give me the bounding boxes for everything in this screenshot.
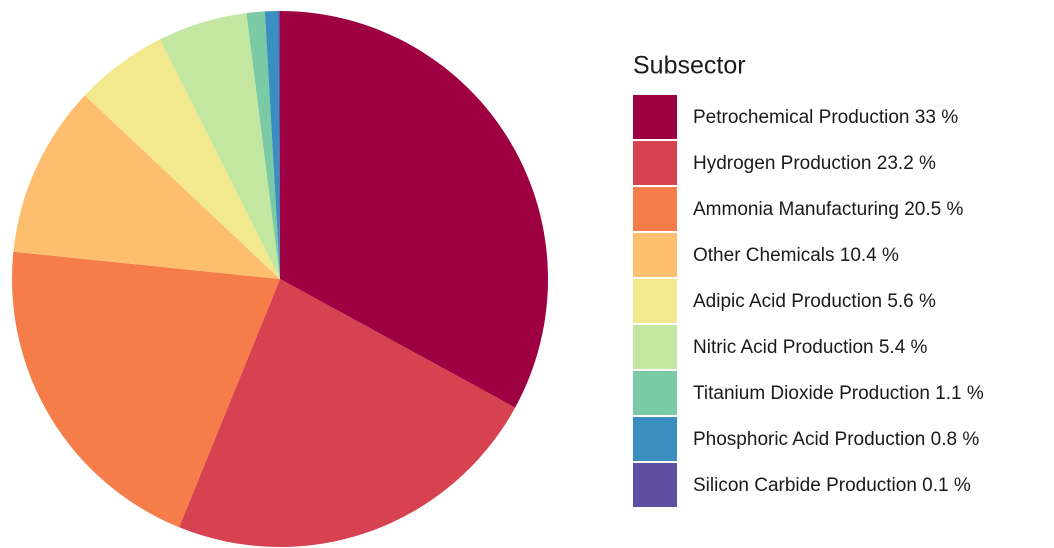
legend-label: Other Chemicals 10.4 % <box>693 245 899 266</box>
pie-slice <box>278 11 280 279</box>
pie-slice <box>246 11 280 280</box>
pie-slice <box>11 251 280 528</box>
legend-swatch <box>633 463 677 507</box>
pie-slice <box>179 279 516 547</box>
legend-label: Silicon Carbide Production 0.1 % <box>693 475 971 496</box>
legend-swatch <box>633 233 677 277</box>
legend-label: Phosphoric Acid Production 0.8 % <box>693 429 979 450</box>
legend-swatch <box>633 371 677 415</box>
legend-label: Hydrogen Production 23.2 % <box>693 153 936 174</box>
legend-swatch <box>633 95 677 139</box>
pie-slice <box>13 95 281 279</box>
pie-slice <box>280 11 548 408</box>
legend-label: Ammonia Manufacturing 20.5 % <box>693 199 963 220</box>
legend-swatch <box>633 417 677 461</box>
pie-slice <box>159 13 280 280</box>
legend-label: Titanium Dioxide Production 1.1 % <box>693 383 984 404</box>
pie-slice <box>84 39 281 279</box>
legend-swatch <box>633 325 677 369</box>
legend-swatch <box>633 279 677 323</box>
legend-swatch <box>633 187 677 231</box>
legend-label: Adipic Acid Production 5.6 % <box>693 291 936 312</box>
legend-title: Subsector <box>633 52 746 80</box>
legend-label: Petrochemical Production 33 % <box>693 107 958 128</box>
legend-label: Nitric Acid Production 5.4 % <box>693 337 928 358</box>
pie-slice <box>264 11 280 279</box>
legend-swatch <box>633 141 677 185</box>
